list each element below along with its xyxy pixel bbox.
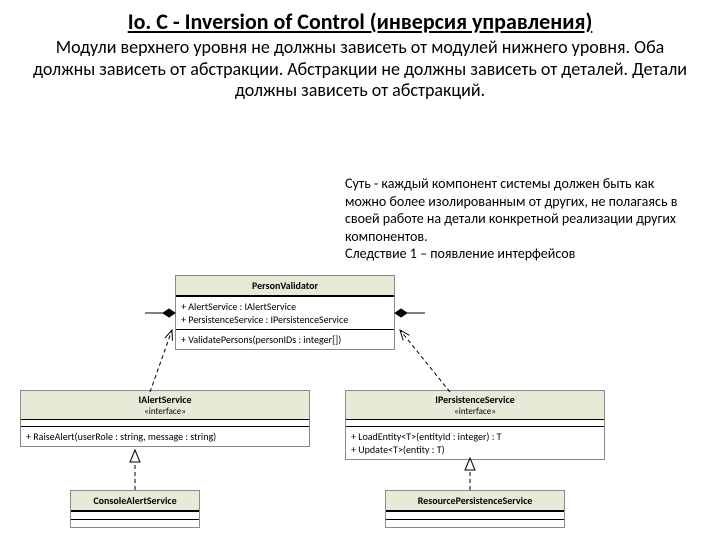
dep-left bbox=[150, 330, 172, 392]
uml-connectors bbox=[0, 0, 720, 540]
dep-right bbox=[400, 330, 450, 392]
